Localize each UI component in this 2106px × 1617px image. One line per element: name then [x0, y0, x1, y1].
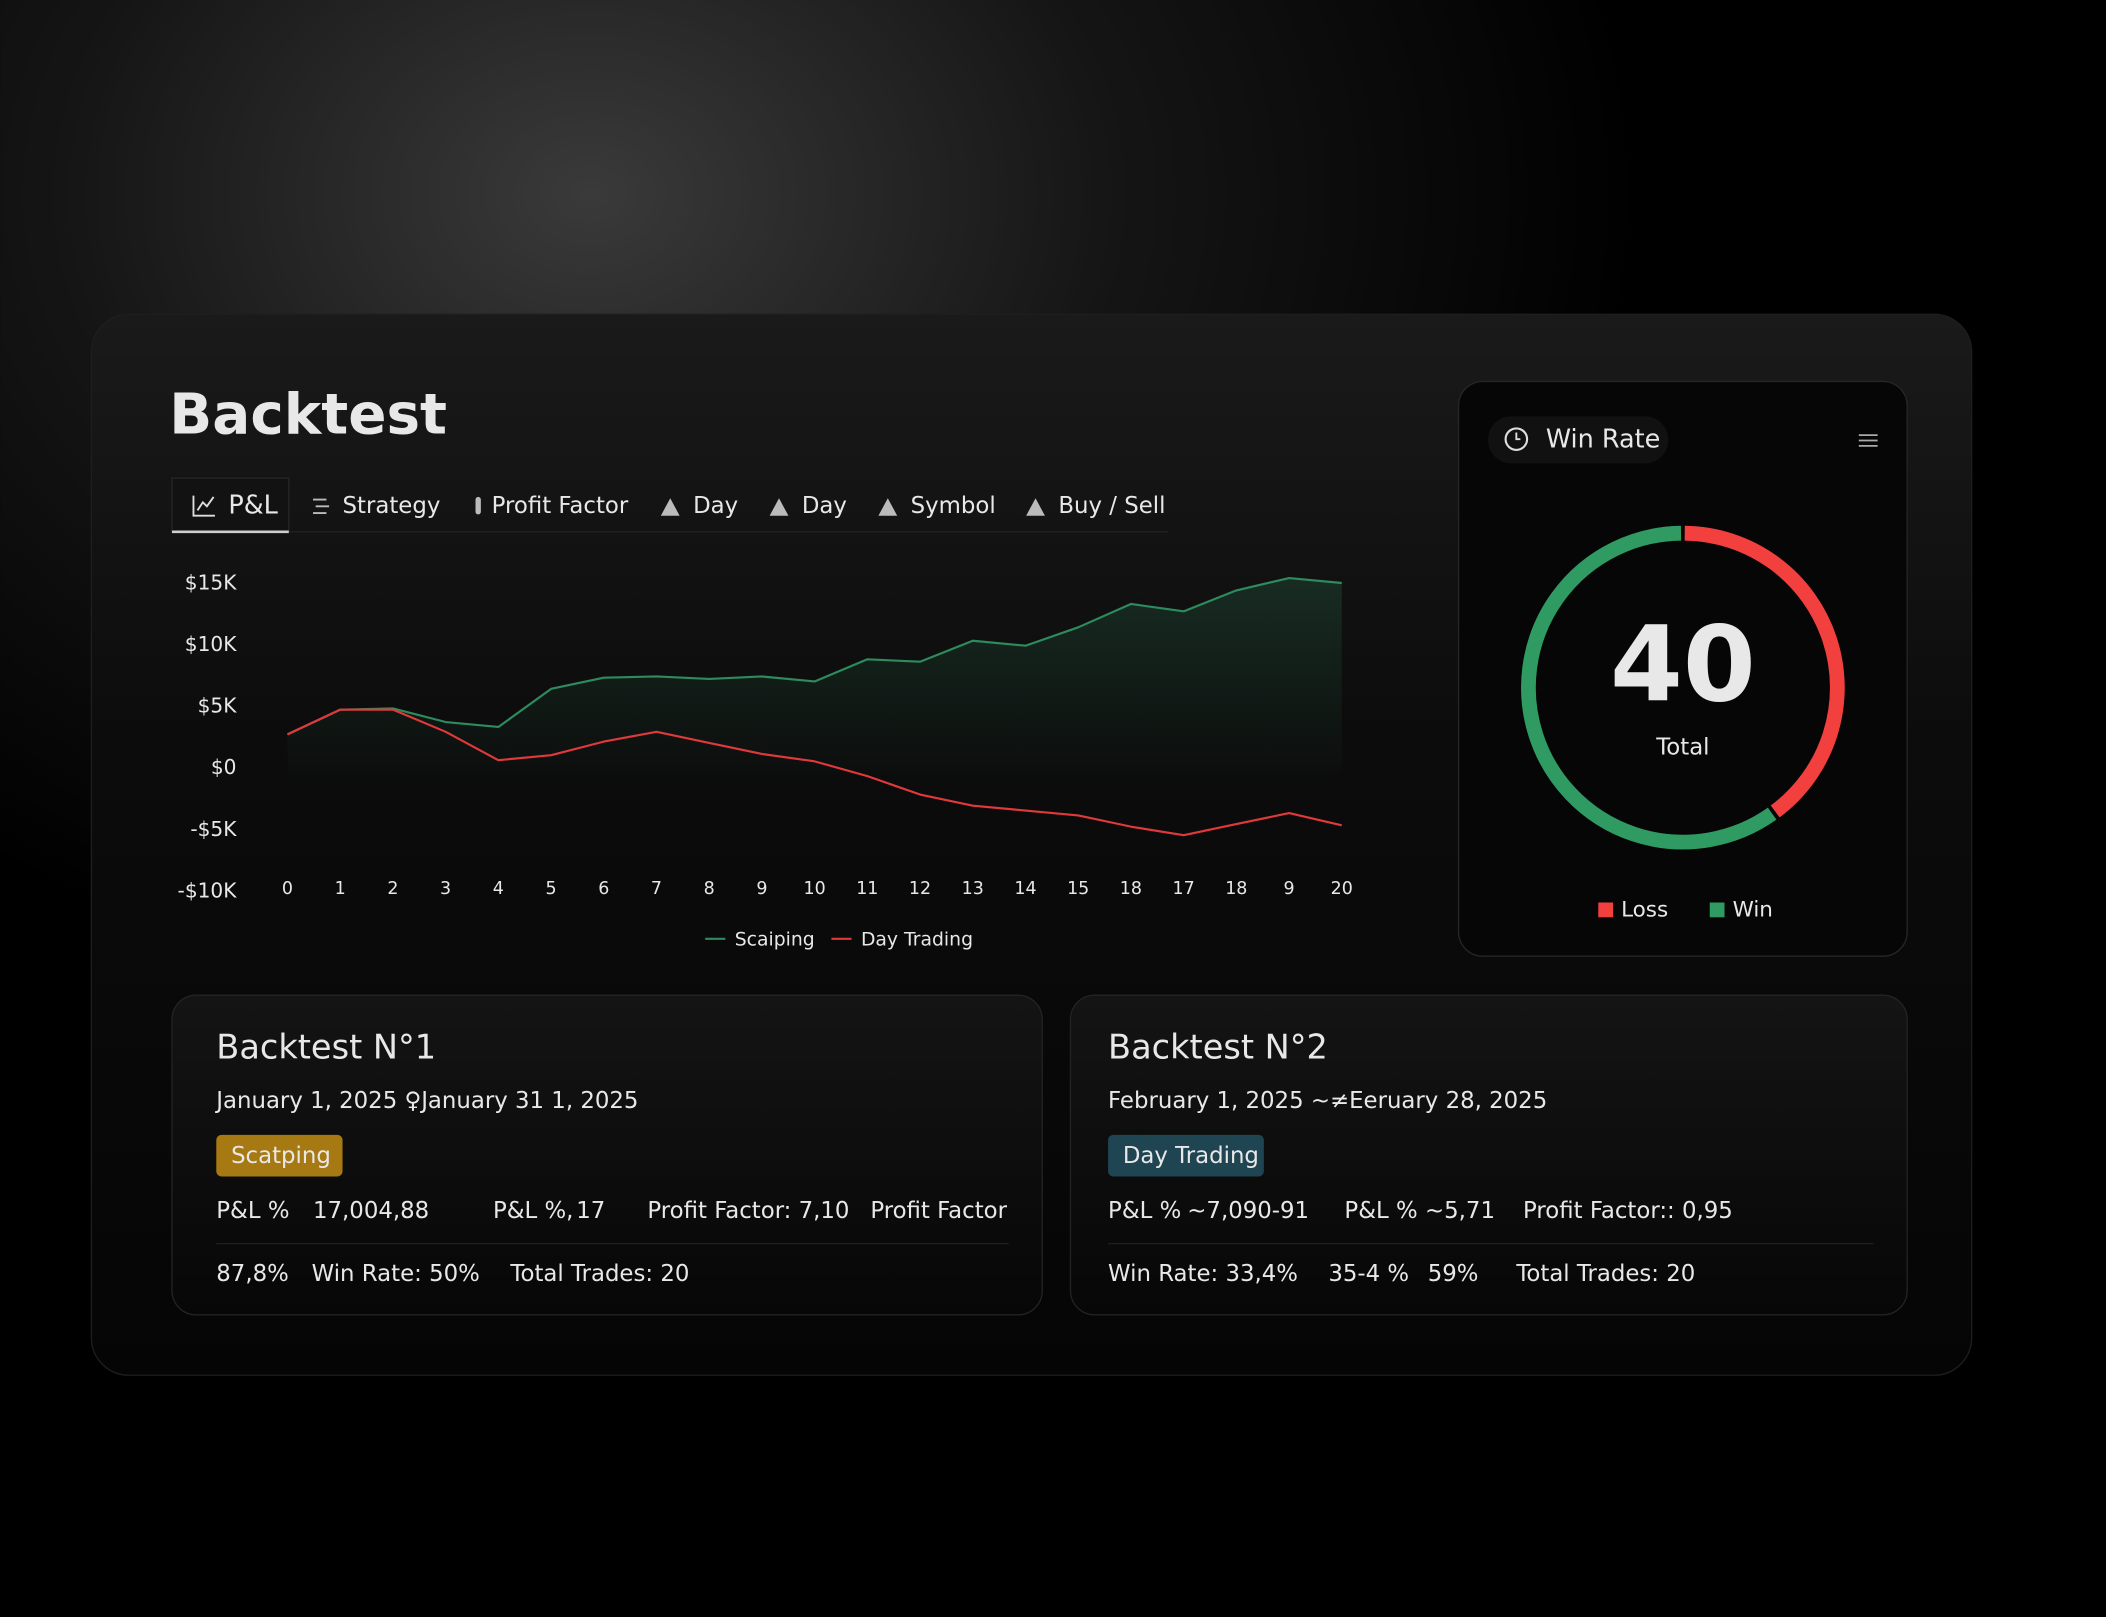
x-tick-label: 9 — [1283, 879, 1294, 899]
donut-segment — [1684, 525, 1845, 818]
legend-swatch — [1709, 902, 1725, 918]
x-tick-label: 14 — [1014, 879, 1036, 899]
x-tick-label: 18 — [1225, 879, 1247, 899]
x-tick-label: 10 — [804, 879, 826, 899]
tab[interactable]: P&L — [228, 490, 278, 520]
x-tick-label: 3 — [440, 879, 451, 899]
stat: Profit Factor — [870, 1198, 1007, 1224]
stat: Profit Factor:: 0,95 — [1523, 1198, 1733, 1224]
x-tick-label: 0 — [282, 879, 293, 899]
stat: Win Rate: 33,4% — [1108, 1261, 1298, 1287]
tag-bg — [216, 1134, 343, 1177]
tag-bg — [1108, 1134, 1264, 1177]
stat: P&L % — [1344, 1198, 1417, 1224]
legend-swatch — [1598, 902, 1614, 918]
x-tick-label: 13 — [962, 879, 984, 899]
stat: 17 — [576, 1198, 605, 1224]
card-title: Backtest N°1 — [216, 1027, 436, 1066]
x-tick-label: 5 — [545, 879, 556, 899]
x-tick-label: 6 — [598, 879, 609, 899]
stat: 35-4 % — [1328, 1261, 1409, 1287]
tab-icon — [878, 498, 898, 516]
donut-center-label: Total — [1655, 735, 1709, 761]
tag: Day Trading — [1123, 1143, 1259, 1169]
stat: Profit Factor: 7,10 — [647, 1198, 849, 1224]
stat: P&L % — [216, 1198, 289, 1224]
win-rate-title: Win Rate — [1546, 425, 1660, 455]
stat: P&L %, — [493, 1198, 573, 1224]
x-tick-label: 18 — [1120, 879, 1142, 899]
tab[interactable]: Day — [802, 493, 847, 519]
card — [1069, 994, 1908, 1316]
x-tick-label: 2 — [387, 879, 398, 899]
stat: Total Trades: 20 — [1515, 1261, 1695, 1287]
clock-hands — [1515, 432, 1521, 441]
tab[interactable]: Profit Factor — [492, 493, 629, 519]
x-tick-label: 8 — [704, 879, 715, 899]
tag: Scatping — [231, 1143, 331, 1169]
tab-icon — [1026, 498, 1045, 516]
x-tick-label: 20 — [1331, 879, 1353, 899]
tab[interactable]: Buy / Sell — [1058, 493, 1165, 519]
x-tick-label: 1 — [335, 879, 346, 899]
tab[interactable]: Strategy — [343, 493, 441, 519]
stat: P&L % — [1108, 1198, 1181, 1224]
series-line — [287, 708, 1342, 837]
donut-segment — [1521, 525, 1777, 850]
stat: 17,004,88 — [313, 1198, 429, 1224]
donut-center-value: 40 — [1610, 603, 1756, 725]
x-tick-label: 7 — [651, 879, 662, 899]
card-dates: January 1, 2025 ♀January 31 1, 2025 — [214, 1088, 638, 1114]
tab[interactable]: Symbol — [911, 493, 996, 519]
tab-icon — [660, 498, 680, 516]
x-tick-label: 17 — [1173, 879, 1195, 899]
win-rate-panel — [1457, 380, 1908, 957]
series-line — [287, 576, 1342, 736]
tab-icon — [475, 496, 481, 515]
legend-label: Win — [1733, 898, 1773, 923]
legend-label: Day Trading — [861, 930, 973, 951]
card-title: Backtest N°2 — [1108, 1027, 1328, 1066]
win-rate-pill — [1488, 416, 1669, 464]
x-tick-label: 4 — [493, 879, 504, 899]
card-dates: February 1, 2025 ~≠Eeruary 28, 2025 — [1108, 1088, 1547, 1114]
stat: ~5,71 — [1425, 1198, 1495, 1224]
x-tick-label: 15 — [1067, 879, 1089, 899]
x-tick-label: 12 — [909, 879, 931, 899]
legend-label: Loss — [1621, 898, 1668, 923]
card — [171, 994, 1043, 1316]
y-tick-label: -$5K — [190, 817, 237, 841]
legend-label: Scaiping — [735, 930, 815, 951]
stat: 87,8% — [216, 1261, 289, 1287]
x-tick-label: 9 — [756, 879, 767, 899]
y-tick-label: -$10K — [178, 878, 238, 902]
y-tick-label: $0 — [211, 755, 237, 779]
stat: ~7,090-91 — [1187, 1198, 1309, 1224]
y-tick-label: $15K — [185, 571, 237, 595]
y-tick-label: $5K — [198, 694, 238, 718]
tab-icon — [769, 498, 789, 516]
menu-icon[interactable] — [1858, 434, 1878, 447]
series-area — [287, 578, 1342, 774]
tab-icon — [192, 495, 215, 517]
stat: 59% — [1428, 1261, 1479, 1287]
stat: Win Rate: 50% — [312, 1261, 480, 1287]
clock-icon — [1504, 427, 1529, 451]
page-title: Backtest — [169, 382, 447, 447]
tab-icon — [312, 498, 330, 514]
y-tick-label: $10K — [185, 632, 237, 656]
x-tick-label: 11 — [856, 879, 878, 899]
stat: Total Trades: 20 — [509, 1261, 689, 1287]
tab[interactable]: Day — [693, 493, 738, 519]
